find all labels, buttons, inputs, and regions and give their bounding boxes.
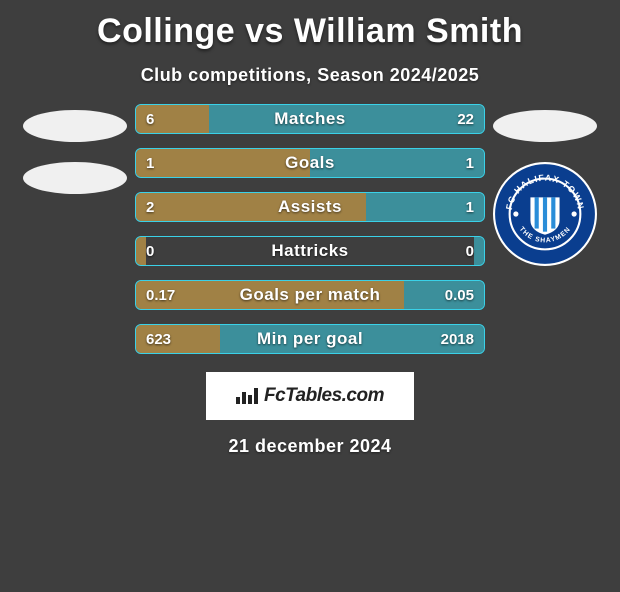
page-title: Collinge vs William Smith (0, 12, 620, 51)
subtitle: Club competitions, Season 2024/2025 (0, 65, 620, 86)
stat-label: Hattricks (136, 237, 484, 265)
stat-label: Min per goal (136, 325, 484, 353)
player-photo-placeholder (23, 162, 127, 194)
left-player-side (15, 104, 135, 214)
stat-label: Matches (136, 105, 484, 133)
stat-row: 6232018Min per goal (135, 324, 485, 354)
player-photo-placeholder (493, 110, 597, 142)
player-photo-placeholder (23, 110, 127, 142)
brand-logo: FcTables.com (206, 372, 414, 420)
stat-row: 0.170.05Goals per match (135, 280, 485, 310)
date-label: 21 december 2024 (0, 436, 620, 457)
brand-text: FcTables.com (264, 385, 384, 407)
chart-icon (236, 388, 258, 404)
stat-label: Goals (136, 149, 484, 177)
stat-row: 11Goals (135, 148, 485, 178)
stat-row: 622Matches (135, 104, 485, 134)
stat-row: 00Hattricks (135, 236, 485, 266)
stat-row: 21Assists (135, 192, 485, 222)
club-badge: FC HALIFAX TOWN THE SHAYMEN (493, 162, 597, 266)
comparison-container: 622Matches 11Goals 21Assists 00Hattricks 0.1… (0, 104, 620, 354)
stats-bars: 622Matches 11Goals 21Assists 00Hattricks 0.1… (135, 104, 485, 354)
right-player-side: FC HALIFAX TOWN THE SHAYMEN (485, 104, 605, 266)
stat-label: Goals per match (136, 281, 484, 309)
stat-label: Assists (136, 193, 484, 221)
